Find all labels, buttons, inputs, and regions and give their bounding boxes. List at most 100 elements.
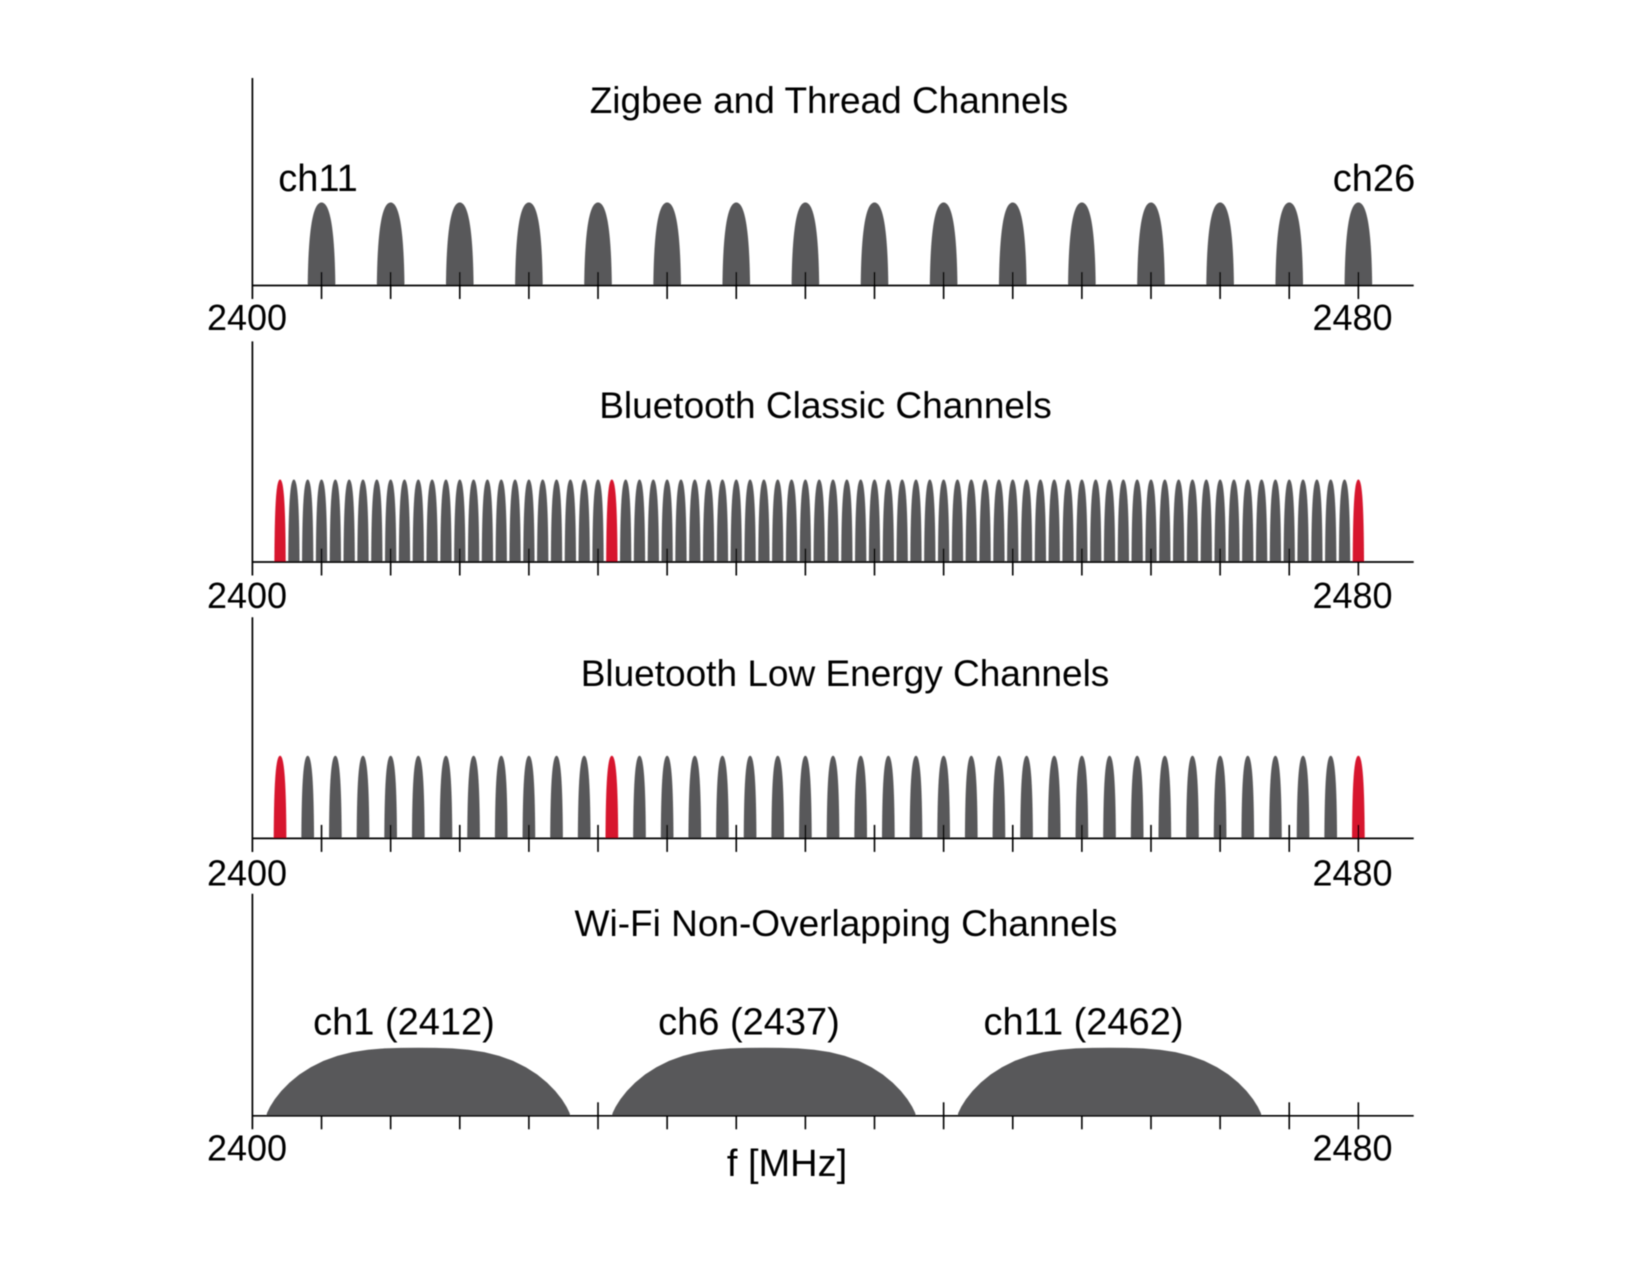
channel-lobe-2408 bbox=[356, 755, 370, 839]
channel-lobe-2435 bbox=[730, 479, 742, 562]
channel-lobe-2446 bbox=[882, 479, 894, 562]
channel-lobe-2436 bbox=[744, 479, 756, 562]
zigbee-ch11-label: ch11 bbox=[278, 158, 358, 200]
channel-lobe-2403 bbox=[288, 479, 300, 562]
channel-lobe-2404 bbox=[301, 755, 315, 839]
channel-lobe-2461 bbox=[1090, 479, 1102, 562]
channel-lobe-2476 bbox=[1297, 479, 1309, 562]
zigbee-plot-area bbox=[307, 202, 1373, 299]
channel-lobe-2473 bbox=[1255, 479, 1268, 562]
channel-lobe-2459 bbox=[1062, 479, 1074, 562]
channel-lobe-2463 bbox=[1117, 479, 1130, 562]
channel-lobe-2446 bbox=[881, 755, 895, 839]
channel-lobe-2464 bbox=[1130, 755, 1144, 839]
channel-lobe-2425 bbox=[584, 202, 612, 286]
channel-lobe-2472 bbox=[1242, 479, 1254, 562]
channel-lobe-2464 bbox=[1131, 479, 1143, 562]
channel-lobe-2412 bbox=[266, 1047, 571, 1116]
zigbee-xmin-label: 2400 bbox=[207, 297, 287, 338]
zigbee-ch26-label: ch26 bbox=[1333, 158, 1415, 200]
channel-lobe-2418 bbox=[495, 479, 507, 562]
channel-lobe-2445 bbox=[868, 479, 881, 562]
bluetooth-classic-xmin-label: 2400 bbox=[207, 575, 287, 616]
zigbee-xmax-label: 2480 bbox=[1312, 297, 1392, 338]
channel-lobe-2469 bbox=[1200, 479, 1212, 562]
channel-lobe-2413 bbox=[426, 479, 438, 562]
channel-lobe-2406 bbox=[329, 479, 342, 562]
channel-lobe-2410 bbox=[376, 202, 405, 286]
channel-lobe-2455 bbox=[998, 202, 1027, 286]
channel-lobe-2434 bbox=[716, 479, 729, 562]
channel-lobe-2462 bbox=[1103, 755, 1116, 839]
channel-lobe-2452 bbox=[965, 479, 977, 562]
bluetooth-low-energy-xmax-label: 2480 bbox=[1312, 853, 1392, 894]
wifi-ch6-label: ch6 (2437) bbox=[658, 1002, 840, 1044]
frequency-axis-label: f [MHz] bbox=[727, 1143, 847, 1185]
channel-lobe-2442 bbox=[827, 479, 839, 562]
channel-lobe-2430 bbox=[661, 479, 673, 562]
bluetooth-classic-xmax-label: 2480 bbox=[1312, 575, 1392, 616]
channel-lobe-2451 bbox=[951, 479, 964, 562]
channel-lobe-2423 bbox=[564, 479, 577, 562]
channel-lobe-2450 bbox=[929, 202, 958, 286]
channel-lobe-2407 bbox=[343, 479, 355, 562]
channel-lobe-2478 bbox=[1325, 479, 1337, 562]
highlight-channel-lobe-2480 bbox=[1352, 755, 1365, 839]
channel-lobe-2408 bbox=[357, 479, 369, 562]
channel-lobe-2415 bbox=[454, 479, 466, 562]
channel-lobe-2427 bbox=[619, 479, 632, 562]
bluetooth-low-energy-plot-area bbox=[273, 755, 1365, 852]
channel-lobe-2419 bbox=[509, 479, 521, 562]
highlight-channel-lobe-2480 bbox=[1352, 479, 1365, 562]
channel-lobe-2474 bbox=[1269, 479, 1282, 562]
wifi-ch1-label: ch1 (2412) bbox=[313, 1002, 495, 1044]
channel-lobe-2457 bbox=[1034, 479, 1047, 562]
channel-lobe-2434 bbox=[716, 755, 729, 839]
zigbee-title: Zigbee and Thread Channels bbox=[590, 80, 1069, 121]
channel-lobe-2456 bbox=[1020, 755, 1033, 839]
channel-lobe-2477 bbox=[1311, 479, 1323, 562]
channel-lobe-2450 bbox=[937, 479, 950, 562]
channel-lobe-2462 bbox=[1103, 479, 1116, 562]
channel-lobe-2431 bbox=[675, 479, 687, 562]
channel-lobe-2414 bbox=[440, 479, 452, 562]
channel-lobe-2452 bbox=[964, 755, 978, 839]
channel-lobe-2460 bbox=[1075, 755, 1089, 839]
channel-lobe-2422 bbox=[550, 479, 563, 562]
channel-lobe-2443 bbox=[841, 479, 853, 562]
bluetooth-low-energy-title: Bluetooth Low Energy Channels bbox=[581, 653, 1110, 694]
channel-lobe-2406 bbox=[328, 755, 342, 839]
bluetooth-low-energy-xmin-label: 2400 bbox=[207, 853, 287, 894]
channel-lobe-2474 bbox=[1269, 755, 1282, 839]
channel-lobe-2439 bbox=[785, 479, 798, 562]
channel-lobe-2458 bbox=[1047, 755, 1061, 839]
channel-lobe-2444 bbox=[855, 479, 867, 562]
channel-lobe-2437 bbox=[611, 1047, 916, 1116]
channel-lobe-2470 bbox=[1214, 479, 1226, 562]
channel-lobe-2410 bbox=[384, 755, 397, 839]
channel-lobe-2405 bbox=[307, 202, 336, 286]
channel-lobe-2411 bbox=[398, 479, 411, 562]
channel-lobe-2417 bbox=[481, 479, 494, 562]
channel-lobe-2414 bbox=[439, 755, 453, 839]
highlight-channel-lobe-2402 bbox=[273, 755, 287, 839]
channel-lobe-2420 bbox=[522, 755, 536, 839]
bluetooth-classic-title: Bluetooth Classic Channels bbox=[599, 385, 1051, 426]
channel-lobe-2424 bbox=[578, 479, 590, 562]
channel-lobe-2441 bbox=[813, 479, 825, 562]
panel-zigbee-thread: Zigbee and Thread Channels ch11 ch26 240… bbox=[207, 78, 1415, 338]
wifi-title: Wi-Fi Non-Overlapping Channels bbox=[575, 903, 1118, 944]
channel-lobe-2420 bbox=[523, 479, 535, 562]
channel-lobe-2445 bbox=[860, 202, 889, 286]
channel-lobe-2472 bbox=[1241, 755, 1255, 839]
channel-lobe-2429 bbox=[647, 479, 659, 562]
channel-lobe-2405 bbox=[315, 479, 328, 562]
channel-lobe-2476 bbox=[1296, 755, 1310, 839]
channel-lobe-2416 bbox=[467, 479, 480, 562]
channel-lobe-2418 bbox=[494, 755, 508, 839]
channel-lobe-2422 bbox=[550, 755, 563, 839]
wifi-ch11-label: ch11 (2462) bbox=[984, 1002, 1184, 1044]
channel-lobe-2437 bbox=[758, 479, 770, 562]
